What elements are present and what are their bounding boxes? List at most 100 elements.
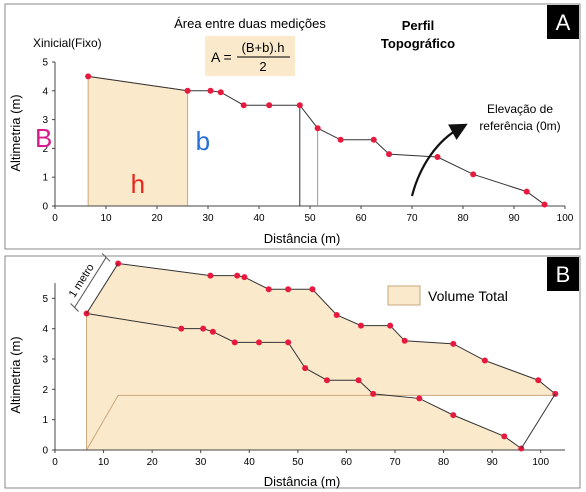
panel-b-badge-bg [547,257,579,291]
legend-label: Volume Total [428,288,508,304]
x-tick-label: 100 [557,213,574,224]
back-profile-point [207,272,214,279]
panel-a-title-line2: Topográfico [381,36,455,51]
x-tick-label: 80 [438,457,450,468]
legend-swatch [387,285,421,306]
back-profile-point [265,286,272,293]
front-profile-point [501,433,508,440]
x-tick-label: 60 [355,213,367,224]
profile-point [337,136,344,143]
back-profile-point [481,357,488,364]
profile-point [434,154,441,161]
y-tick-label: 5 [42,294,48,305]
profile-point [370,136,377,143]
x-tick-label: 10 [100,213,112,224]
y-tick-label: 4 [42,324,48,335]
label-B: B [35,123,52,153]
panel-b-xlabel: Distância (m) [264,474,341,489]
x-tick-label: 40 [253,213,265,224]
x-tick-label: 30 [202,213,214,224]
back-profile-point [234,272,241,279]
back-profile-point [358,322,364,329]
volume-fill-back [86,263,556,450]
x-tick-label: 0 [52,457,58,468]
depth-edge-right [520,393,556,449]
back-profile-point [241,274,248,281]
front-profile-point [370,390,377,397]
formula-numerator: (B+b).h [242,40,285,55]
formula-lhs: A = [211,49,232,65]
profile-point [240,102,247,109]
y-tick-label: 0 [42,446,48,457]
profile-point [470,171,477,178]
formula-box [205,36,295,76]
dimension-tick [101,253,111,262]
profile-point [314,125,321,132]
x-tick-label: 40 [244,457,256,468]
back-profile-point [535,377,542,384]
x-tick-label: 90 [508,213,520,224]
profile-point [217,89,224,96]
profile-point [296,102,303,109]
profile-point [85,73,92,80]
x-tick-label: 60 [341,457,353,468]
back-profile-point [387,322,394,329]
x-tick-label: 80 [457,213,469,224]
profile-point [266,102,273,109]
x-tick-label: 70 [406,213,418,224]
profile-point [541,201,548,208]
annotation-line2: referência (0m) [479,119,560,133]
front-profile-point [231,339,238,346]
front-profile-point [178,325,185,332]
back-profile-point [401,337,408,344]
front-profile-point [285,339,292,346]
panel-a-ylabel: Altimetria (m) [8,94,23,171]
front-profile-point [416,395,423,402]
front-profile-point [256,339,262,346]
x-tick-label: 50 [304,213,316,224]
front-profile-point [200,325,207,332]
panel-a-badge-bg [547,5,579,39]
y-tick-label: 1 [42,173,48,184]
panel-a-badge: A [556,10,571,35]
front-profile-point [450,412,457,419]
front-profile-point [355,377,362,384]
front-profile-point [302,365,309,372]
label-b: b [196,126,210,156]
profile-point [523,188,530,195]
x-tick-label: 20 [147,457,159,468]
volume-edge-left [86,395,119,451]
dimension-line [74,257,107,308]
back-profile-point [285,286,292,293]
depth-edge-left [86,263,119,314]
profile-point [207,87,214,94]
x-tick-label: 90 [487,457,499,468]
x-tick-label: 100 [532,457,549,468]
annotation-arrow [410,123,468,197]
x-tick-label: 10 [98,457,110,468]
y-tick-label: 1 [42,415,48,426]
back-profile-point [333,312,340,319]
front-profile-point [209,328,216,335]
x-tick-label: 0 [52,213,58,224]
plot-a: 0 10 20 30 40 50 60 70 80 90 100 0 1 2 3 4 5 B b h [35,58,574,225]
y-tick-label: 3 [42,355,48,366]
y-tick-label: 4 [42,86,48,97]
panel-a: A Perfil Topográfico Área entre duas med… [4,3,581,250]
x-tick-label: 20 [151,213,163,224]
panel-a-xlabel: Distância (m) [264,231,341,246]
profile-point [184,87,191,94]
panel-b-ylabel: Altimetria (m) [8,336,23,413]
annotation-line1: Elevação de [487,102,553,116]
front-profile-point [324,377,330,384]
x-tick-label: 30 [195,457,207,468]
x-tick-label: 50 [292,457,304,468]
y-tick-label: 2 [42,385,48,396]
y-tick-label: 0 [42,202,48,213]
profile-point [386,151,393,158]
label-h: h [131,169,145,199]
panel-b-badge: B [556,262,571,287]
